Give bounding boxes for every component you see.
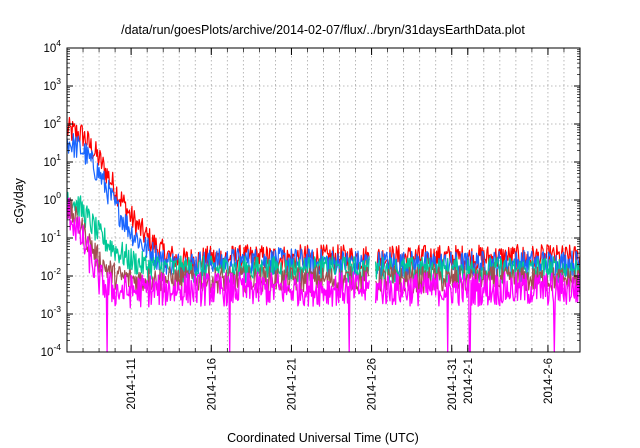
y-tick-label: 10-2 — [41, 266, 62, 283]
x-tick-labels: 2014-1-11 2014-1-16 2014-1-21 2014-1-26 2014… — [126, 358, 555, 410]
series-trace — [66, 197, 581, 353]
y-tick-label: 100 — [43, 190, 61, 207]
y-axis-label: cGy/day — [12, 177, 26, 224]
y-tick-label-base: 10 — [41, 271, 54, 283]
grid — [67, 48, 580, 352]
y-tick-label-exponent: 4 — [56, 38, 61, 48]
y-tick-label: 102 — [43, 114, 61, 131]
chart-title: /data/run/goesPlots/archive/2014-02-07/f… — [121, 23, 525, 37]
x-tick-label: 2014-1-31 — [447, 358, 459, 410]
y-tick-label-exponent: 3 — [56, 76, 61, 86]
y-tick-label-base: 10 — [43, 157, 56, 169]
y-tick-label-exponent: -4 — [53, 342, 61, 352]
y-tick-label-exponent: -2 — [53, 266, 61, 276]
plot-area — [66, 116, 581, 353]
y-tick-label-exponent: 2 — [56, 114, 61, 124]
y-tick-label: 101 — [43, 152, 61, 169]
x-tick-label: 2014-2-6 — [543, 358, 555, 404]
y-tick-label-exponent: 1 — [56, 152, 61, 162]
x-axis-label: Coordinated Universal Time (UTC) — [227, 431, 419, 445]
y-tick-label-base: 10 — [43, 43, 56, 55]
y-tick-label: 103 — [43, 76, 61, 93]
y-tick-label: 10-1 — [41, 228, 62, 245]
y-tick-label-exponent: -1 — [53, 228, 61, 238]
x-tick-label: 2014-1-16 — [206, 358, 218, 410]
x-tick-label: 2014-1-26 — [367, 358, 379, 410]
y-tick-label-exponent: -3 — [53, 304, 61, 314]
y-tick-label-base: 10 — [43, 119, 56, 131]
y-tick-label-base: 10 — [43, 81, 56, 93]
y-tick-label-exponent: 0 — [56, 190, 61, 200]
axis-ticks — [67, 47, 580, 353]
y-tick-label-base: 10 — [41, 309, 54, 321]
x-tick-label: 2014-2-1 — [463, 358, 475, 404]
y-tick-label: 10-4 — [41, 342, 62, 359]
y-tick-label-base: 10 — [41, 233, 54, 245]
y-tick-label-base: 10 — [43, 195, 56, 207]
y-tick-label: 104 — [43, 38, 61, 55]
y-tick-label-base: 10 — [41, 347, 54, 359]
y-tick-label: 10-3 — [41, 304, 62, 321]
x-tick-label: 2014-1-21 — [286, 358, 298, 410]
x-tick-label: 2014-1-11 — [126, 358, 138, 410]
series-line — [66, 197, 581, 353]
